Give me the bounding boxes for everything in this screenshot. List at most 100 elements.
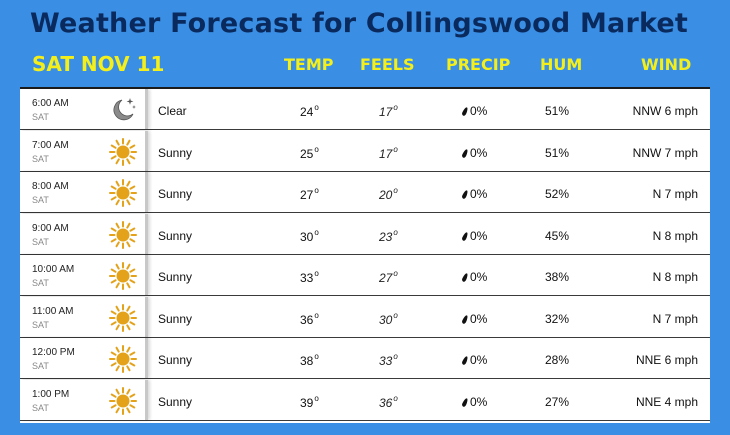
forecast-row: 6:00 AM SAT Clear 24o 17o 0% 51% NNW 6 mph: [20, 89, 710, 130]
row-precip: 0%: [461, 187, 487, 201]
raindrop-icon: [461, 355, 469, 366]
row-humidity: 38%: [545, 270, 570, 284]
row-feels: 17o: [379, 144, 398, 161]
row-condition: Sunny: [158, 228, 193, 243]
row-humidity: 27%: [545, 394, 570, 409]
raindrop-icon: [461, 397, 469, 407]
raindrop-icon: [461, 148, 469, 158]
row-day: SAT: [32, 195, 49, 205]
forecast-date: SAT NOV 11: [32, 52, 165, 76]
time-cell: 9:00 AM SAT: [20, 213, 148, 254]
forecast-row: 1:00 PM SAT Sunny 39o 36o 0% 27% NNE 4 mph: [20, 379, 710, 421]
header-wind: WIND: [641, 55, 692, 74]
row-condition: Sunny: [158, 394, 193, 409]
row-wind: N 8 mph: [652, 270, 698, 284]
row-humidity: 28%: [545, 353, 570, 367]
row-condition: Sunny: [158, 145, 193, 160]
row-condition: Sunny: [158, 187, 193, 201]
raindrop-icon: [461, 106, 469, 117]
row-temp: 39o: [300, 393, 319, 410]
row-day: SAT: [32, 278, 49, 288]
row-precip: 0%: [461, 270, 487, 284]
row-day: SAT: [32, 361, 49, 371]
row-time: 11:00 AM: [32, 305, 74, 317]
row-temp: 27o: [300, 186, 319, 202]
forecast-row: 11:00 AM SAT Sunny 36o 30o 0% 32% N 7 mph: [20, 296, 710, 338]
row-wind: N 7 mph: [652, 311, 698, 326]
row-precip: 0%: [461, 229, 487, 243]
row-wind: NNE 6 mph: [635, 353, 698, 367]
row-time: 1:00 PM: [32, 388, 70, 400]
row-precip: 0%: [461, 395, 487, 409]
row-wind: NNE 4 mph: [635, 394, 698, 409]
row-condition: Clear: [158, 104, 187, 118]
sun-icon: [108, 220, 138, 250]
row-temp: 36o: [300, 310, 319, 327]
row-wind: N 8 mph: [652, 228, 698, 243]
row-precip: 0%: [461, 312, 487, 326]
time-cell: 8:00 AM SAT: [20, 172, 148, 212]
raindrop-icon: [461, 189, 469, 200]
sun-icon: [108, 386, 138, 416]
row-time: 12:00 PM: [32, 347, 75, 358]
time-cell: 12:00 PM SAT: [20, 338, 148, 378]
header-hum: HUM: [540, 55, 583, 74]
row-day: SAT: [32, 236, 49, 247]
row-wind: N 7 mph: [652, 187, 698, 201]
row-feels: 20o: [379, 186, 398, 202]
row-precip: 0%: [461, 353, 487, 367]
row-feels: 23o: [379, 227, 398, 244]
row-time: 6:00 AM: [32, 98, 69, 109]
row-humidity: 32%: [545, 311, 570, 326]
row-day: SAT: [32, 319, 49, 330]
sun-icon: [108, 261, 138, 291]
row-humidity: 52%: [545, 187, 570, 201]
forecast-row: 7:00 AM SAT Sunny 25o 17o 0% 51% NNW 7 mph: [20, 130, 710, 172]
forecast-table: 6:00 AM SAT Clear 24o 17o 0% 51% NNW 6 mph 7:00 …: [20, 87, 710, 423]
row-humidity: 45%: [545, 228, 570, 243]
moon-stars-icon: [108, 95, 138, 125]
header-precip: PRECIP: [446, 55, 511, 74]
row-temp: 38o: [300, 352, 319, 368]
row-time: 9:00 AM: [32, 222, 69, 234]
row-condition: Sunny: [158, 270, 193, 284]
raindrop-icon: [461, 272, 469, 283]
time-cell: 7:00 AM SAT: [20, 130, 148, 171]
row-temp: 33o: [300, 269, 319, 285]
row-humidity: 51%: [545, 104, 570, 118]
forecast-row: 9:00 AM SAT Sunny 30o 23o 0% 45% N 8 mph: [20, 213, 710, 255]
time-cell: 1:00 PM SAT: [20, 379, 148, 420]
row-day: SAT: [32, 153, 49, 164]
row-wind: NNW 7 mph: [632, 145, 698, 160]
forecast-row: 8:00 AM SAT Sunny 27o 20o 0% 52% N 7 mph: [20, 172, 710, 213]
row-wind: NNW 6 mph: [632, 104, 698, 118]
row-condition: Sunny: [158, 353, 193, 367]
row-temp: 30o: [300, 227, 319, 244]
header-feels: FEELS: [360, 55, 415, 74]
row-time: 10:00 AM: [32, 264, 75, 275]
time-cell: 11:00 AM SAT: [20, 296, 148, 337]
row-precip: 0%: [461, 146, 487, 160]
row-feels: 30o: [379, 310, 398, 327]
row-temp: 25o: [300, 144, 319, 161]
row-feels: 17o: [379, 103, 398, 119]
row-feels: 36o: [379, 393, 398, 410]
row-day: SAT: [32, 402, 49, 413]
row-precip: 0%: [461, 104, 487, 118]
row-feels: 33o: [379, 352, 398, 368]
row-condition: Sunny: [158, 311, 193, 326]
row-time: 8:00 AM: [32, 181, 69, 192]
page-title: Weather Forecast for Collingswood Market: [30, 8, 689, 39]
row-time: 7:00 AM: [32, 139, 69, 151]
sun-icon: [108, 137, 138, 167]
sun-icon: [108, 178, 138, 208]
raindrop-icon: [461, 314, 469, 324]
forecast-row: 12:00 PM SAT Sunny 38o 33o 0% 28% NNE 6 mph: [20, 338, 710, 379]
row-day: SAT: [32, 112, 49, 122]
forecast-row: 10:00 AM SAT Sunny 33o 27o 0% 38% N 8 mph: [20, 255, 710, 296]
time-cell: 6:00 AM SAT: [20, 89, 148, 129]
sun-icon: [108, 303, 138, 333]
row-feels: 27o: [379, 269, 398, 285]
sun-icon: [108, 344, 138, 374]
header-temp: TEMP: [284, 55, 334, 74]
